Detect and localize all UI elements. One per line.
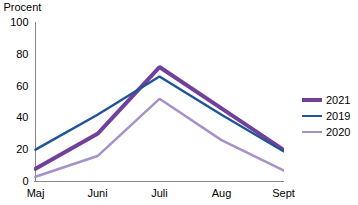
svg-text:Sept: Sept <box>272 187 295 199</box>
html-text:2020: 2020 <box>326 126 351 138</box>
html-text:2021: 2021 <box>326 94 351 106</box>
svg-text:Aug: Aug <box>212 187 232 199</box>
svg-text:80: 80 <box>16 48 28 60</box>
svg-text:100: 100 <box>10 16 28 28</box>
svg-text:Juli: Juli <box>151 187 168 199</box>
svg-text:40: 40 <box>16 111 28 123</box>
svg-text:Juni: Juni <box>87 187 107 199</box>
html-text:2019: 2019 <box>326 110 351 122</box>
svg-text:60: 60 <box>16 80 28 92</box>
svg-text:Procent: Procent <box>4 1 42 13</box>
svg-text:Maj: Maj <box>27 187 45 199</box>
svg-text:20: 20 <box>16 143 28 155</box>
svg-text:0: 0 <box>22 175 28 187</box>
